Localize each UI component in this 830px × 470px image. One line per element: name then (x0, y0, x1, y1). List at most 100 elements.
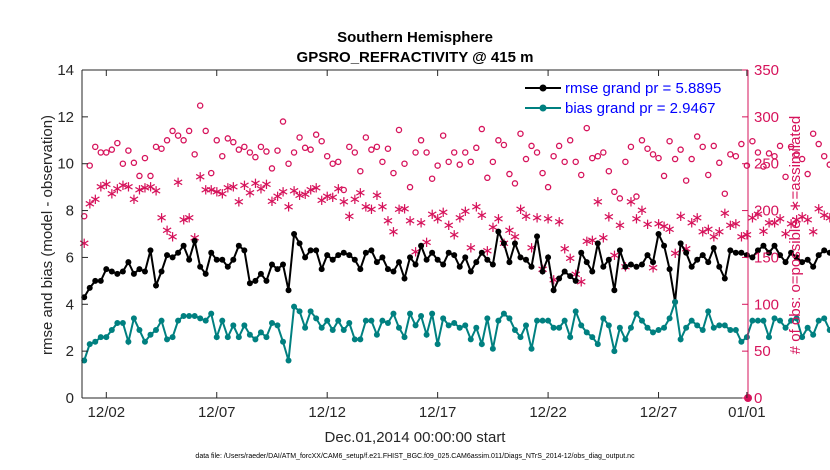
rmse-point (771, 242, 778, 249)
obs-assimilated-point: ∗ (288, 181, 301, 199)
bias-point (274, 322, 281, 329)
rmse-point (296, 240, 303, 247)
bias-point (108, 327, 115, 334)
bias-point (362, 317, 369, 324)
obs-assimilated-point: ∗ (94, 178, 107, 196)
rmse-point (622, 263, 629, 270)
obs-possible-point (677, 146, 684, 153)
rmse-point (534, 233, 541, 240)
bias-point (451, 320, 458, 327)
obs-possible-point (158, 145, 165, 152)
rmse-point (815, 252, 822, 259)
obs-assimilated-point: ∗ (746, 209, 759, 227)
obs-assimilated-point: ∗ (768, 213, 781, 231)
rmse-point (793, 254, 800, 261)
obs-assimilated-point: ∗ (636, 201, 649, 219)
bias-point (550, 324, 557, 331)
obs-assimilated-point: ∗ (183, 209, 196, 227)
rmse-point (351, 256, 358, 263)
obs-assimilated-point: ∗ (658, 217, 671, 235)
obs-assimilated-point: ∗ (674, 207, 687, 225)
obs-assimilated-point: ∗ (713, 223, 726, 241)
obs-possible-point (506, 170, 513, 178)
bias-point (373, 331, 380, 338)
bias-point (705, 308, 712, 315)
y-axis-label-left: rmse and bias (model - observation) (39, 115, 56, 355)
obs-assimilated-point: ∗ (404, 211, 417, 229)
obs-possible-point (235, 146, 243, 153)
bias-point (467, 336, 474, 343)
obs-assimilated-point: ∗ (752, 205, 765, 223)
obs-possible-point (682, 177, 690, 184)
rmse-point (727, 247, 734, 254)
rmse-point (362, 249, 369, 256)
obs-assimilated-point: ∗ (271, 187, 284, 205)
bias-point (164, 336, 171, 343)
obs-assimilated-point: ∗ (774, 210, 787, 228)
bias-point (727, 327, 734, 334)
obs-assimilated-point: ∗ (238, 176, 251, 194)
obs-possible-point (450, 149, 458, 156)
bias-point (340, 327, 347, 334)
bias-point (379, 317, 386, 324)
rmse-point (545, 254, 552, 261)
obs-assimilated-point: ∗ (696, 223, 709, 241)
bias-point (528, 345, 535, 352)
obs-assimilated-point: ∗ (382, 211, 395, 229)
obs-possible-point (754, 149, 762, 156)
obs-possible-point (660, 172, 668, 180)
obs-assimilated-point: ∗ (315, 191, 328, 209)
obs-possible-point (357, 167, 364, 175)
rmse-point (567, 273, 574, 280)
rmse-point (650, 259, 657, 266)
obs-possible-point (434, 162, 441, 169)
x-tick-label: 12/07 (198, 404, 236, 421)
bias-point (688, 317, 695, 324)
obs-assimilated-point: ∗ (790, 211, 803, 229)
bias-point (633, 310, 640, 317)
bias-point (153, 327, 159, 334)
obs-assimilated-point: ∗ (122, 178, 135, 196)
obs-assimilated-point: ∗ (293, 186, 306, 204)
obs-possible-point (296, 134, 303, 141)
obs-possible-point (550, 152, 557, 160)
x-axis-label: Dec.01,2014 00:00:00 start (325, 429, 507, 446)
obs-possible-point (252, 153, 259, 161)
obs-possible-point (572, 158, 579, 166)
obs-assimilated-point: ∗ (371, 186, 384, 204)
rmse-point (230, 256, 237, 263)
obs-possible-point (500, 141, 508, 149)
bias-point (114, 320, 121, 327)
y-tick-left-label: 8 (66, 203, 74, 220)
obs-assimilated-point: ∗ (304, 181, 317, 199)
bias-point (644, 324, 651, 331)
obs-possible-point (152, 143, 160, 151)
rmse-point (760, 242, 767, 249)
bias-point (141, 338, 148, 345)
obs-assimilated-point: ∗ (652, 214, 665, 232)
rmse-point (158, 268, 165, 275)
bias-point (732, 327, 739, 334)
bias-point (622, 336, 629, 343)
bias-point (578, 322, 585, 329)
obs-possible-point (671, 155, 679, 163)
obs-assimilated-point: ∗ (282, 197, 295, 215)
obs-possible-point (666, 137, 673, 145)
obs-assimilated-point: ∗ (337, 193, 350, 211)
obs-possible-point (439, 132, 447, 139)
obs-possible-point (379, 158, 386, 166)
rmse-point (705, 259, 712, 266)
obs-possible-point (174, 132, 182, 139)
rmse-point (202, 270, 209, 277)
bias-point (655, 327, 662, 334)
bias-point (219, 317, 226, 324)
obs-assimilated-point: ∗ (448, 226, 461, 244)
obs-assimilated-point: ∗ (763, 213, 776, 231)
bias-point (246, 331, 253, 338)
rmse-point (699, 252, 706, 259)
rmse-point (324, 252, 331, 259)
obs-assimilated-point: ∗ (139, 179, 152, 197)
bias-point (572, 308, 579, 315)
obs-assimilated-point: ∗ (426, 205, 439, 223)
